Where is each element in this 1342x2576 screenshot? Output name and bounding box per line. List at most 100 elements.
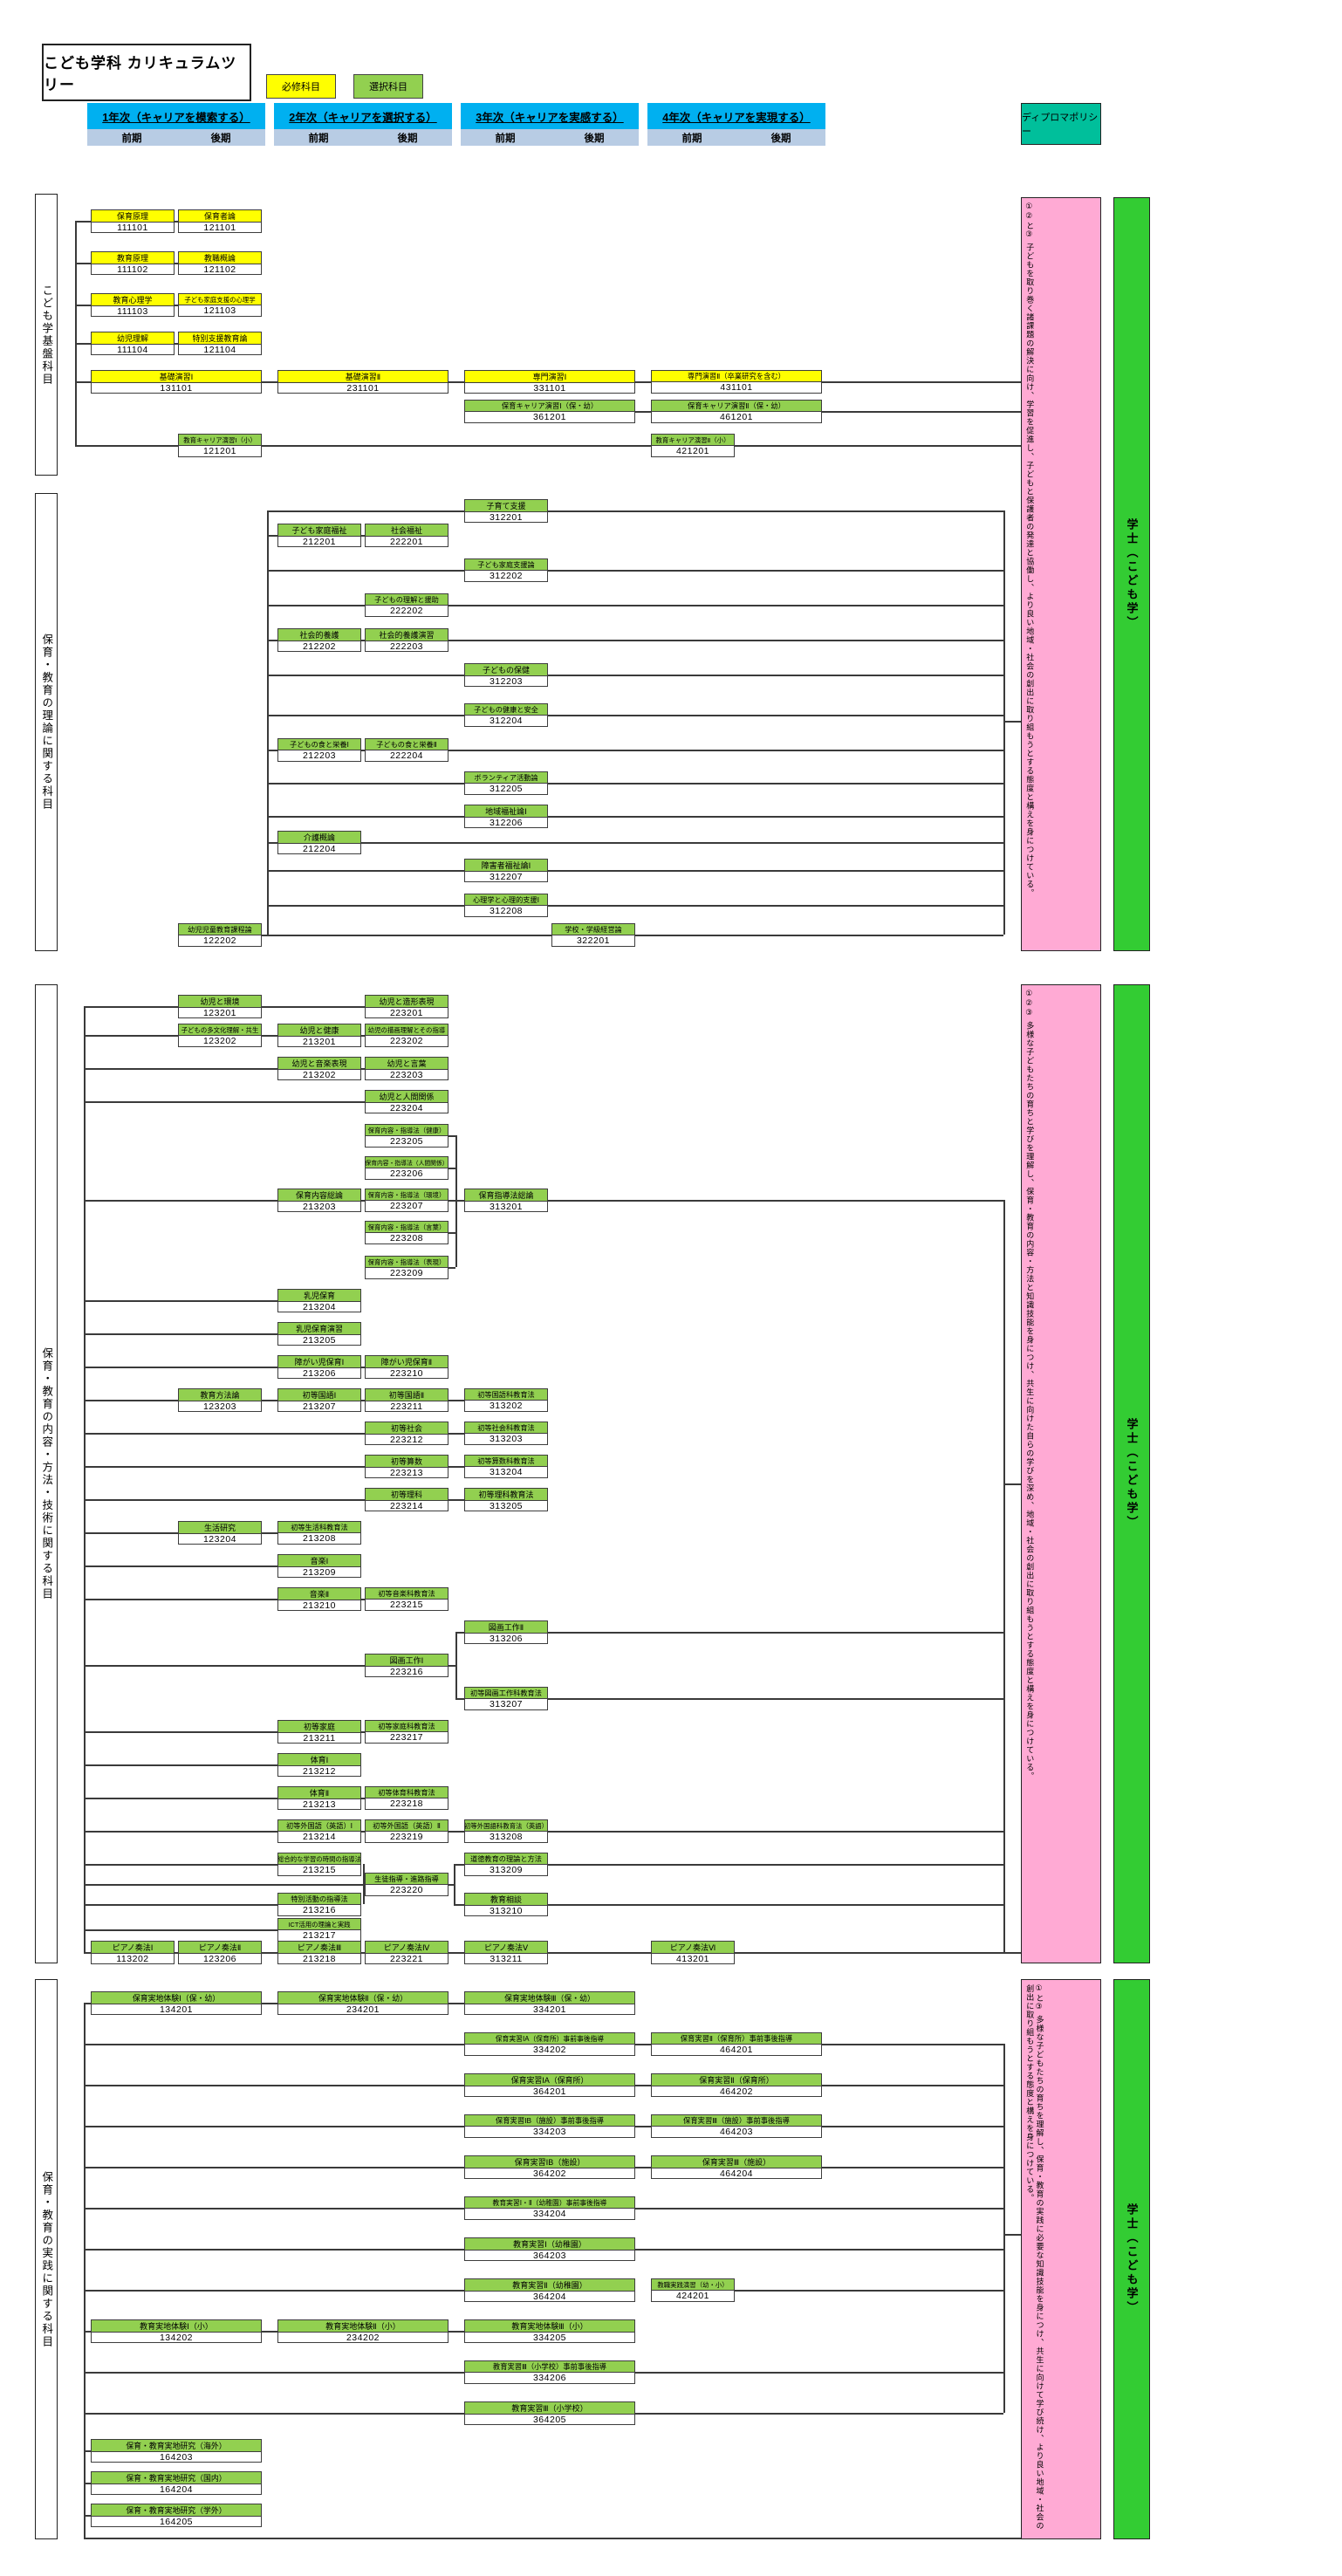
course-box: 教育実習Ⅲ（小学校） 364205 [464,2401,635,2425]
connector-line [361,1035,365,1037]
course-name: 教職実践演習（幼・小） [652,2279,734,2291]
course-name: 道徳教育の理論と方法 [465,1853,547,1865]
course-code: 222203 [389,641,424,652]
course-box: 幼児と音楽表現 213202 [277,1057,361,1080]
course-name: 初等音楽科教育法 [366,1588,448,1600]
connector-line [267,715,464,716]
connector-line [361,1952,365,1954]
course-code: 223215 [389,1600,424,1610]
connector-line [267,570,464,572]
diploma-policy-text: ①②③ 多様な子どもたちの育ちと学びを理解し、保育・教育の内容・方法と知識技能を… [1025,990,1035,1781]
course-name: 保育実習Ⅱ（保育所） [652,2074,821,2086]
course-code: 364205 [532,2415,567,2425]
connector-line [361,1400,365,1401]
course-box: 初等生活科教育法 213208 [277,1521,361,1545]
course-code: 213216 [302,1905,337,1915]
connector-line [84,2290,464,2292]
course-box: 保育・教育実地研究（国内） 164204 [91,2471,262,2495]
course-name: 保育内容・指導法（言葉） [366,1222,448,1233]
course-name: 初等外国語（英語）Ⅰ [278,1820,360,1832]
connector-line [1003,510,1005,935]
course-name: 初等国語科教育法 [465,1389,547,1401]
section-label-text: 保育・教育の内容・方法・技術に関する科目 [40,1347,53,1600]
semester-label: 後期 [210,133,231,144]
course-box: 子ども家庭支援の心理学 121103 [178,293,262,317]
connector-line [84,1599,277,1600]
course-code: 312201 [489,512,524,523]
connector-line [448,1831,464,1833]
course-box: 道徳教育の理論と方法 313209 [464,1853,548,1876]
connector-line [267,816,464,818]
connector-line [548,675,1003,676]
legend-required-badge: 必修科目 [266,74,336,99]
course-box: 教育実習Ⅰ・Ⅱ（幼稚園）事前事後指導 334204 [464,2196,635,2220]
course-box: ピアノ奏法Ⅱ 123206 [178,1941,262,1964]
connector-line [267,675,464,676]
connector-line [448,1466,464,1468]
connector-line [735,1952,1021,1954]
semester-header-1: 前期 後期 [87,129,265,146]
course-code: 222204 [389,750,424,761]
course-code: 123203 [202,1401,237,1412]
diploma-policy-text: ①②と③ 子どもを取り巻く諸課題の解決に向け、学習を促進し、子どもと保護者の発達… [1025,202,1035,898]
course-code: 421201 [675,446,710,456]
connector-line [361,1068,365,1070]
connector-line [548,783,1003,784]
connector-line [267,783,464,784]
connector-line [262,935,551,936]
course-name: 保育・教育実地研究（海外） [92,2440,261,2452]
connector-line [635,2126,651,2127]
course-name: 幼児と健康 [278,1024,360,1037]
course-name: 幼児の描画理解とその指導 [366,1024,448,1036]
course-name: 体育Ⅱ [278,1787,360,1799]
degree-box-3: 学士（こども学） [1113,1979,1150,2539]
course-code: 122202 [202,935,237,946]
legend-elective-badge: 選択科目 [353,74,423,99]
course-code: 213218 [302,1954,337,1964]
course-name: 保育内容・指導法（環境） [366,1189,448,1201]
course-name: 保育指導法総論 [465,1189,547,1202]
connector-line [448,2331,464,2333]
course-name: 子育て支援 [465,500,547,512]
course-code: 334206 [532,2373,567,2383]
course-code: 223210 [389,1368,424,1379]
course-code: 223204 [389,1103,424,1113]
course-name: 幼児と環境 [179,996,261,1008]
course-box: 音楽Ⅱ 213210 [277,1587,361,1611]
course-name: 保育実習ⅠB（施設） [465,2156,634,2168]
course-code: 164204 [159,2484,194,2495]
connector-line [175,305,178,306]
semester-label: 前期 [681,133,702,144]
course-name: 幼児理解 [92,332,174,345]
course-code: 123206 [202,1954,237,1964]
connector-line [448,640,1003,641]
connector-line [635,2208,1003,2209]
connector-line [361,1367,365,1368]
course-code: 111103 [117,306,148,317]
connector-line [75,221,91,223]
connector-line [84,2413,464,2415]
connector-line [84,1200,277,1202]
course-code: 213204 [302,1302,337,1312]
course-box: 初等社会科教育法 313203 [464,1422,548,1445]
course-box: 保育実習ⅠB（施設）事前事後指導 334203 [464,2114,635,2138]
course-name: 幼児と音楽表現 [278,1058,360,1070]
connector-line [175,343,178,345]
course-code: 164205 [159,2517,194,2527]
connector-line [635,2044,651,2045]
course-box: ピアノ奏法Ⅵ 413201 [651,1941,735,1964]
connector-line [548,1200,1003,1202]
course-name: 保育実地体験Ⅲ（保・幼） [465,1992,634,2004]
section-label-text: こども学基盤科目 [40,284,53,386]
connector-line [267,842,277,844]
course-name: 教育方法論 [179,1389,261,1401]
connector-line [75,445,178,447]
connector-line [448,1884,454,1886]
course-name: 保育実習Ⅲ（施設） [652,2156,821,2168]
course-box: 初等外国語科教育法（英語） 313208 [464,1819,548,1843]
semester-header-2: 前期 後期 [274,129,452,146]
course-box: 初等図画工作科教育法 313207 [464,1687,548,1710]
course-code: 464203 [719,2127,754,2137]
course-box: 子どもの食と栄養Ⅱ 222204 [365,738,448,762]
